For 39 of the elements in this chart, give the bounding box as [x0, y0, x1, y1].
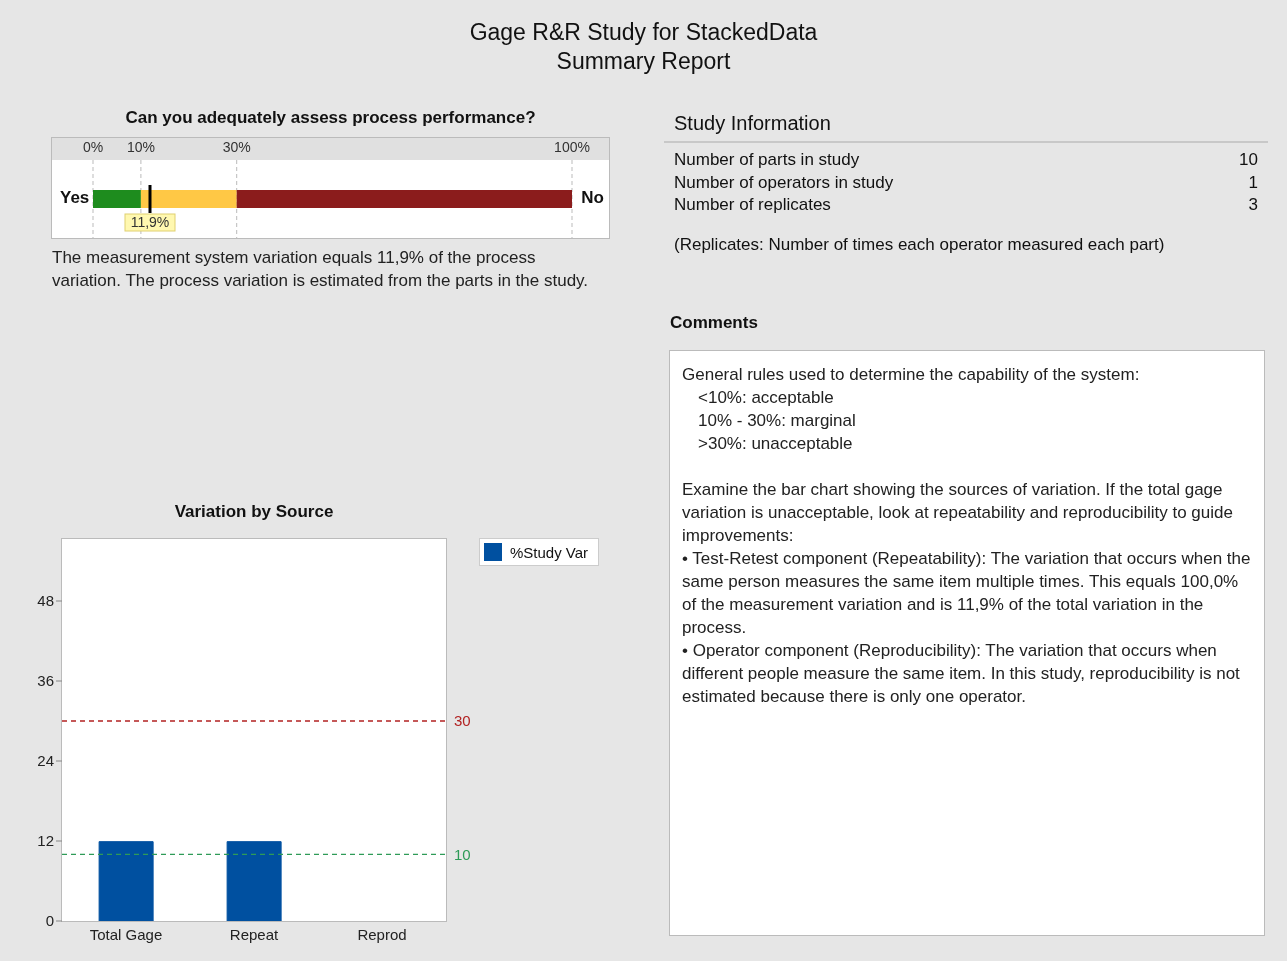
text: <10%: acceptable: [697, 387, 835, 409]
x-tick-label: 100%: [554, 139, 590, 155]
chart-title: Variation by Source: [173, 502, 335, 522]
category-label: Number of operators in study: [674, 171, 894, 194]
category-label: Number of parts in study: [674, 149, 860, 171]
data-label: 3: [1248, 194, 1258, 216]
text: General rules used to determine the capability of the system:: [682, 364, 1141, 386]
y-tick-label: 0: [45, 912, 54, 930]
ref-line-label: 11,9%: [130, 214, 170, 230]
data-label: 10: [1239, 149, 1258, 171]
text: Gage R&R Study for StackedData: [468, 18, 819, 47]
text: • Operator component (Reproducibility): The variation that occurs when different people measure the same item. In this study, reproducibility is not estimated because there is only one operator.: [682, 640, 1241, 708]
text: 10% - 30%: marginal: [697, 410, 857, 432]
text: Examine the bar chart showing the sources of variation. If the total gage variation is unacceptable, look at repeatability and reproducibility to guide improvements:: [682, 479, 1234, 547]
x-tick-label: 30%: [222, 139, 251, 155]
y-tick-label: 24: [37, 752, 54, 770]
x-tick-label: 0%: [82, 139, 104, 155]
category-label: Number of replicates: [674, 194, 831, 216]
x-tick-label: Repeat: [229, 925, 280, 943]
x-tick-label: Total Gage: [89, 925, 163, 943]
text: Comments: [670, 313, 759, 334]
y-tick-label: 12: [37, 832, 54, 850]
text: Study Information: [664, 110, 1268, 143]
chart-title: Can you adequately assess process performance?: [124, 108, 537, 129]
text: Summary Report: [555, 47, 732, 76]
text: (Replicates: Number of times each operator measured each part): [673, 233, 1166, 255]
x-tick-label: Reprod: [357, 925, 407, 943]
ref-line-label: 10: [454, 845, 471, 863]
y-tick-label: 48: [37, 592, 54, 610]
legend-label: %Study Var: [510, 543, 589, 561]
y-tick-label: 36: [37, 672, 54, 690]
text: Yes: [60, 188, 90, 208]
text: • Test-Retest component (Repeatability): The variation that occurs when the same person measures the same item multiple times. This equals 100,0% of the measurement variation and is 11,9% of the total variation in the process.: [682, 548, 1252, 639]
data-label: 1: [1248, 171, 1258, 194]
ref-line-label: 30: [454, 712, 471, 730]
text: The measurement system variation equals 11,9% of the process variation. The process variation is estimated from the parts in the study.: [52, 247, 590, 292]
x-tick-label: 10%: [126, 139, 155, 155]
text: >30%: unacceptable: [697, 433, 854, 455]
text: No: [581, 188, 604, 208]
